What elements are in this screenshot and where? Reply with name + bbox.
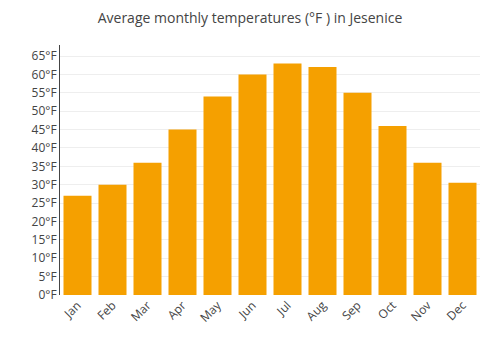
svg-text:55°F: 55°F <box>32 84 57 101</box>
svg-text:35°F: 35°F <box>32 158 57 175</box>
svg-text:25°F: 25°F <box>32 194 57 211</box>
svg-text:5°F: 5°F <box>38 268 56 285</box>
svg-text:65°F: 65°F <box>32 47 57 64</box>
svg-text:Feb: Feb <box>93 297 119 323</box>
svg-text:Oct: Oct <box>374 297 400 323</box>
svg-text:15°F: 15°F <box>32 231 57 248</box>
svg-text:Aug: Aug <box>302 297 330 325</box>
svg-text:Sep: Sep <box>338 297 365 324</box>
svg-text:Nov: Nov <box>407 297 435 325</box>
svg-text:Dec: Dec <box>443 297 470 324</box>
svg-text:Apr: Apr <box>164 297 190 323</box>
svg-text:0°F: 0°F <box>38 286 56 303</box>
svg-text:60°F: 60°F <box>32 66 57 83</box>
svg-text:Jul: Jul <box>272 297 294 319</box>
svg-text:50°F: 50°F <box>32 102 57 119</box>
svg-text:Jun: Jun <box>234 297 259 322</box>
svg-text:Average monthly temperatures (: Average monthly temperatures (°F ) in Je… <box>98 8 403 27</box>
svg-text:45°F: 45°F <box>32 121 57 138</box>
svg-text:30°F: 30°F <box>32 176 57 193</box>
svg-text:Jan: Jan <box>60 297 85 322</box>
svg-text:20°F: 20°F <box>32 213 57 230</box>
svg-text:May: May <box>196 296 225 325</box>
svg-text:10°F: 10°F <box>32 249 57 266</box>
svg-text:40°F: 40°F <box>32 139 57 156</box>
svg-text:Mar: Mar <box>127 297 155 325</box>
